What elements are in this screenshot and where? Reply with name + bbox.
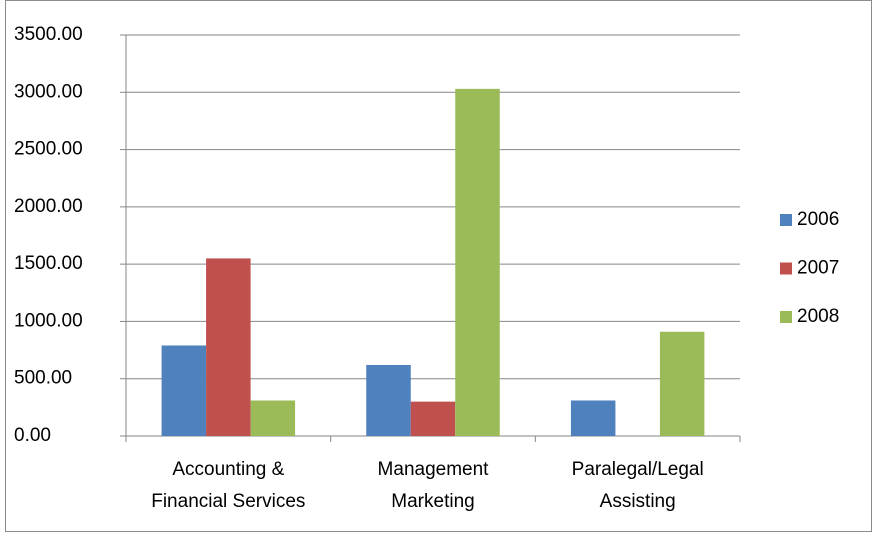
y-tick-label: 2000.00 <box>14 196 83 217</box>
bar <box>161 345 207 436</box>
x-tick-label: Paralegal/Legal Assisting <box>572 459 704 512</box>
x-tick-label: Accounting & Financial Services <box>151 459 305 512</box>
y-tick-label: 3000.00 <box>14 81 83 102</box>
chart-frame <box>5 0 872 532</box>
bar <box>366 364 411 436</box>
legend-label: 2007 <box>797 258 839 279</box>
y-tick-label: 1500.00 <box>14 253 83 274</box>
bar <box>250 400 296 436</box>
y-tick-label: 2500.00 <box>14 139 83 160</box>
bar <box>659 331 705 436</box>
legend-label: 2008 <box>797 306 839 327</box>
y-tick-label: 0.00 <box>14 425 51 446</box>
y-tick-label: 3500.00 <box>14 24 83 45</box>
bar <box>410 401 456 436</box>
legend-swatch <box>780 262 792 275</box>
legend-swatch <box>780 311 792 323</box>
bar <box>455 88 500 436</box>
legend-label: 2006 <box>797 209 839 230</box>
bar <box>570 400 616 436</box>
bar <box>206 258 251 436</box>
y-tick-label: 1000.00 <box>14 310 83 331</box>
x-tick-label: Management Marketing <box>378 459 490 512</box>
y-tick-label: 500.00 <box>14 368 72 389</box>
legend-swatch <box>780 214 792 226</box>
